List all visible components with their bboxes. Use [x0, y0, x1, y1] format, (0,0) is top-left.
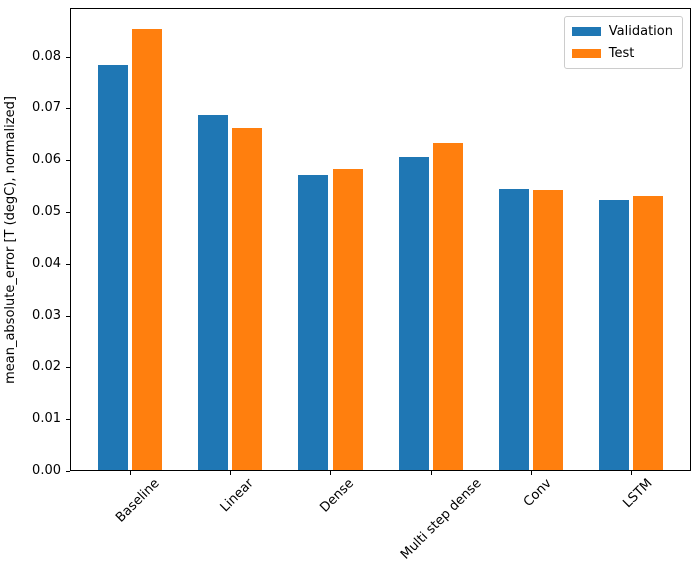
bar-validation-linear — [198, 115, 229, 470]
bar-validation-conv — [498, 188, 529, 470]
plot-area: Validation Test — [70, 8, 691, 471]
y-tick-mark — [66, 160, 70, 161]
x-tick-label: Linear — [217, 476, 257, 516]
bar-validation-baseline — [98, 64, 129, 470]
x-tick-mark — [130, 471, 131, 475]
x-tick-mark — [631, 471, 632, 475]
y-tick-mark — [66, 264, 70, 265]
y-tick-label: 0.02 — [32, 359, 61, 374]
bar-validation-dense — [298, 174, 329, 470]
bar-test-dense — [332, 169, 363, 470]
y-tick-label: 0.08 — [32, 49, 61, 64]
legend-entry-validation: Validation — [571, 24, 673, 39]
x-tick-mark — [531, 471, 532, 475]
y-tick-label: 0.05 — [32, 204, 61, 219]
y-tick-label: 0.03 — [32, 308, 61, 323]
y-tick-mark — [66, 108, 70, 109]
y-tick-label: 0.06 — [32, 152, 61, 167]
legend: Validation Test — [563, 16, 683, 69]
y-tick-mark — [66, 57, 70, 58]
y-tick-mark — [66, 367, 70, 368]
bar-validation-lstm — [598, 199, 629, 470]
x-tick-label: Dense — [317, 476, 358, 516]
legend-label: Validation — [608, 24, 673, 39]
y-tick-label: 0.04 — [32, 256, 61, 271]
x-tick-label: Conv — [520, 476, 555, 510]
bar-test-baseline — [132, 29, 163, 470]
x-tick-mark — [230, 471, 231, 475]
bar-validation-multi-step-dense — [398, 156, 429, 470]
x-tick-label: LSTM — [620, 476, 656, 512]
legend-swatch-validation — [571, 27, 601, 36]
bar-test-multi-step-dense — [432, 142, 463, 470]
y-tick-label: 0.01 — [32, 411, 61, 426]
x-tick-label: Baseline — [113, 476, 163, 526]
legend-label: Test — [608, 46, 635, 61]
legend-entry-test: Test — [571, 46, 673, 61]
bar-test-lstm — [632, 195, 663, 470]
y-tick-label: 0.00 — [32, 463, 61, 478]
y-tick-mark — [66, 471, 70, 472]
y-tick-mark — [66, 316, 70, 317]
bar-test-linear — [232, 127, 263, 470]
legend-swatch-test — [571, 49, 601, 58]
x-tick-label: Multi step dense — [398, 476, 485, 563]
y-tick-mark — [66, 419, 70, 420]
bar-test-conv — [532, 190, 563, 470]
x-tick-mark — [330, 471, 331, 475]
y-axis-label: mean_absolute_error [T (degC), normalize… — [3, 95, 18, 384]
x-tick-mark — [431, 471, 432, 475]
y-tick-mark — [66, 212, 70, 213]
y-tick-label: 0.07 — [32, 100, 61, 115]
